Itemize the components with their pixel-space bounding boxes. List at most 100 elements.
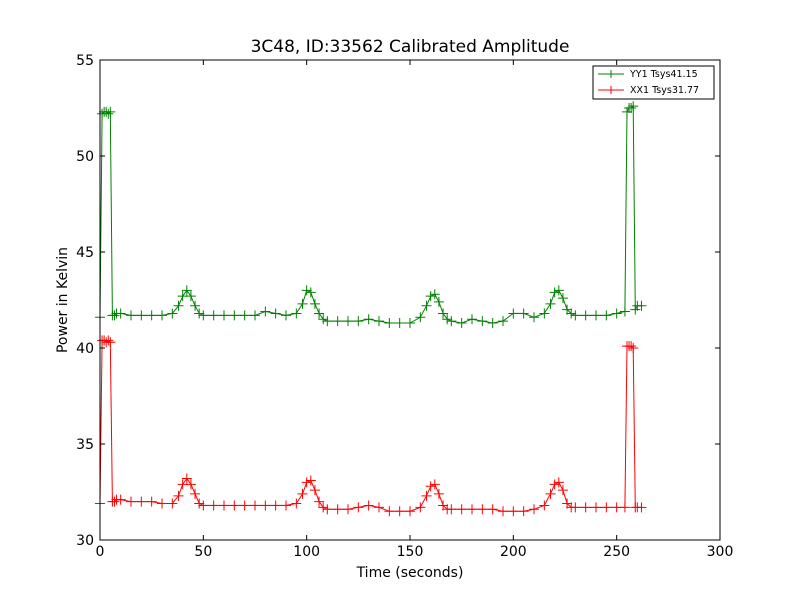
data-point-marker	[322, 316, 333, 327]
data-point-marker	[498, 316, 508, 327]
data-point-marker	[103, 335, 114, 346]
data-point-marker	[305, 287, 316, 298]
data-point-marker	[229, 310, 240, 321]
data-point-marker	[628, 343, 639, 353]
data-point-marker	[421, 490, 432, 501]
data-point-marker	[126, 310, 136, 321]
data-point-marker	[374, 316, 384, 327]
data-point-marker	[250, 310, 260, 321]
data-point-marker	[539, 308, 550, 319]
data-point-marker	[553, 477, 564, 488]
data-point-marker	[301, 285, 312, 296]
data-point-marker	[136, 310, 147, 321]
x-tick-label: 150	[397, 544, 424, 560]
data-point-marker	[384, 506, 395, 517]
data-point-marker	[570, 310, 581, 321]
data-point-marker	[146, 310, 157, 321]
data-point-marker	[553, 285, 564, 296]
data-point-marker	[591, 310, 601, 321]
data-point-marker	[545, 488, 556, 499]
data-point-marker	[309, 485, 320, 496]
data-point-marker	[167, 498, 178, 509]
legend: YY1 Tsys41.15 XX1 Tsys31.77	[592, 65, 715, 100]
data-point-marker	[630, 304, 641, 315]
data-point-marker	[545, 298, 556, 309]
data-point-marker	[487, 318, 498, 329]
data-point-marker	[622, 106, 632, 117]
data-point-marker	[566, 308, 577, 319]
data-point-marker	[626, 103, 637, 113]
data-point-marker	[332, 504, 343, 515]
data-point-marker	[260, 306, 271, 317]
data-point-marker	[601, 310, 612, 321]
data-point-marker	[239, 500, 250, 511]
data-point-marker	[477, 504, 488, 515]
data-point-marker	[557, 485, 568, 496]
data-point-marker	[219, 500, 229, 511]
data-point-marker	[126, 496, 136, 507]
data-point-marker	[157, 498, 167, 509]
data-point-marker	[438, 500, 449, 511]
data-point-marker	[425, 291, 436, 302]
data-point-marker	[477, 316, 488, 327]
data-point-marker	[260, 500, 271, 511]
y-tick-label: 50	[76, 149, 94, 165]
data-point-marker	[415, 502, 426, 513]
data-point-marker	[363, 500, 374, 511]
data-point-marker	[580, 502, 591, 513]
data-point-marker	[591, 502, 601, 513]
data-point-marker	[219, 310, 229, 321]
data-point-marker	[498, 506, 508, 517]
y-axis-label: Power in Kelvin	[55, 247, 71, 353]
data-point-marker	[297, 488, 308, 499]
data-point-marker	[539, 500, 550, 511]
data-point-marker	[446, 504, 457, 515]
y-tick-label: 35	[76, 437, 94, 453]
data-point-marker	[456, 504, 467, 515]
data-point-marker	[636, 502, 647, 513]
data-point-marker	[394, 506, 405, 517]
data-point-marker	[421, 300, 432, 311]
y-tick-label: 30	[76, 533, 94, 549]
data-point-marker	[384, 318, 395, 329]
data-point-marker	[181, 285, 192, 296]
data-point-marker	[467, 314, 477, 325]
data-point-marker	[619, 502, 630, 513]
data-point-marker	[105, 337, 116, 348]
legend-box	[592, 65, 715, 100]
data-point-marker	[318, 502, 329, 513]
data-point-marker	[109, 496, 120, 507]
data-point-marker	[374, 502, 384, 513]
data-point-marker	[305, 475, 316, 486]
data-point-marker	[433, 488, 444, 499]
series-1	[95, 335, 647, 517]
data-point-marker	[562, 498, 573, 509]
legend-label-yy1: YY1 Tsys41.15	[629, 69, 698, 80]
y-tick-label: 55	[76, 53, 94, 69]
data-point-marker	[105, 106, 116, 117]
data-point-marker	[508, 506, 519, 517]
data-point-marker	[314, 308, 325, 319]
data-point-marker	[157, 310, 167, 321]
data-point-marker	[529, 312, 539, 323]
data-point-marker	[270, 500, 281, 511]
series-0	[95, 101, 647, 329]
data-point-marker	[601, 502, 612, 513]
data-point-marker	[405, 506, 415, 517]
legend-marker-yy1	[607, 70, 615, 78]
data-point-marker	[167, 308, 178, 319]
x-tick-label: 50	[194, 544, 212, 560]
data-point-marker	[429, 479, 440, 490]
x-tick-label: 100	[293, 544, 320, 560]
series-line-0	[99, 104, 642, 324]
data-point-marker	[425, 481, 436, 492]
data-point-marker	[103, 108, 114, 119]
data-point-marker	[309, 298, 320, 309]
data-point-marker	[301, 477, 312, 488]
data-point-marker	[208, 310, 219, 321]
data-point-marker	[433, 296, 444, 307]
data-point-marker	[570, 502, 581, 513]
plot-area	[100, 60, 720, 540]
data-point-marker	[438, 308, 449, 319]
